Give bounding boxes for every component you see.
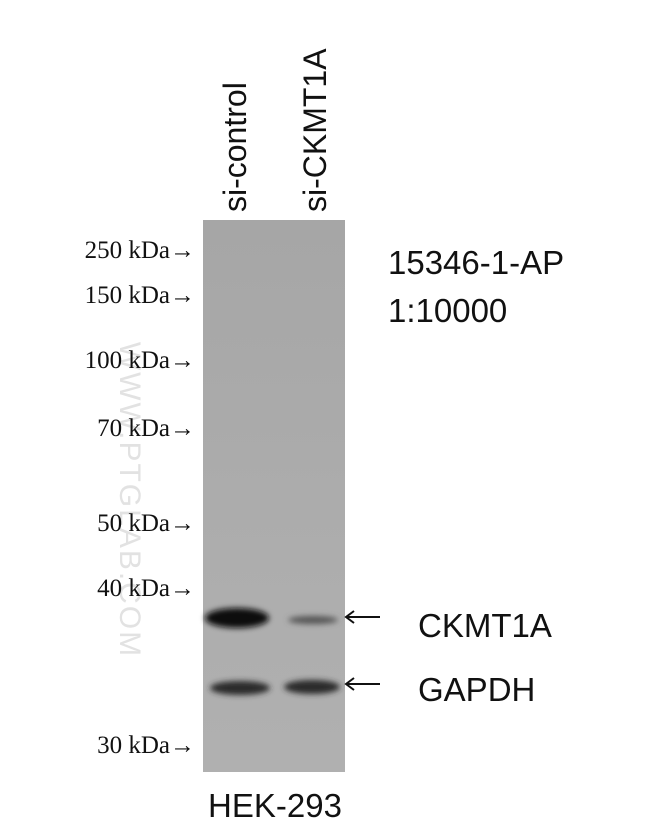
band — [205, 608, 269, 628]
marker-label: 30 kDa→ — [97, 732, 195, 759]
gel — [203, 220, 345, 772]
band — [210, 681, 270, 695]
band — [288, 616, 338, 624]
lane-label: si-CKMT1A — [297, 48, 333, 212]
watermark: WWW.PTGLAB.COM — [113, 342, 146, 658]
marker-label: 100 kDa→ — [85, 347, 195, 374]
cell-line: HEK-293 — [208, 787, 342, 824]
lane-label: si-control — [217, 82, 253, 212]
band-label: CKMT1A — [418, 607, 552, 644]
band-label: GAPDH — [418, 671, 535, 708]
marker-label: 50 kDa→ — [97, 510, 195, 537]
band — [284, 680, 340, 694]
marker-label: 150 kDa→ — [85, 282, 195, 309]
dilution: 1:10000 — [388, 292, 507, 329]
antibody: 15346-1-AP — [388, 244, 564, 281]
band-arrows — [344, 610, 380, 691]
marker-label: 40 kDa→ — [97, 575, 195, 602]
marker-label: 250 kDa→ — [85, 237, 195, 264]
marker-label: 70 kDa→ — [97, 415, 195, 442]
